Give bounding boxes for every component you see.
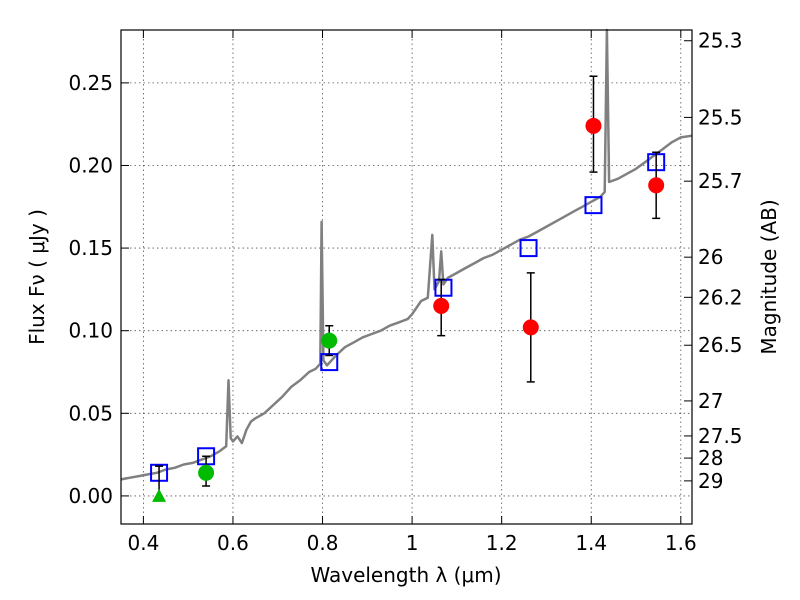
x-tick-label: 0.6 bbox=[217, 531, 249, 555]
y-tick-label: 0.25 bbox=[68, 71, 113, 95]
red-data-point bbox=[585, 117, 602, 134]
model-square-marker bbox=[519, 239, 538, 258]
magnitude-tick-label: 25.3 bbox=[698, 29, 743, 53]
x-tick-label: 0.4 bbox=[127, 531, 159, 555]
x-tick-label: 1.6 bbox=[665, 531, 697, 555]
magnitude-tick-label: 26.2 bbox=[698, 285, 743, 309]
green-data-point bbox=[198, 464, 215, 481]
green-data-point bbox=[321, 332, 338, 349]
magnitude-tick-label: 25.7 bbox=[698, 169, 743, 193]
magnitude-tick-label: 25.5 bbox=[698, 105, 743, 129]
y-tick-label: 0.10 bbox=[68, 319, 113, 343]
magnitude-tick-label: 28 bbox=[698, 446, 723, 470]
y-axis-label: Flux Fν ( μJy ) bbox=[25, 209, 49, 345]
grid bbox=[121, 30, 692, 524]
y2-axis-label: Magnitude (AB) bbox=[757, 199, 781, 354]
x-tick-label: 0.8 bbox=[307, 531, 339, 555]
plot-frame bbox=[120, 29, 693, 525]
red-data-point bbox=[433, 297, 450, 314]
x-tick-label: 1.2 bbox=[486, 531, 518, 555]
magnitude-tick-label: 27.5 bbox=[698, 424, 743, 448]
magnitude-tick-label: 27 bbox=[698, 389, 723, 413]
y-tick-label: 0.00 bbox=[68, 484, 113, 508]
x-tick-label: 1 bbox=[406, 531, 419, 555]
y-tick-label: 0.05 bbox=[68, 401, 113, 425]
series-layer bbox=[120, 28, 693, 502]
model-spectrum-line bbox=[120, 28, 693, 481]
model-square-marker bbox=[584, 196, 603, 215]
ticks: 0.4 0.6 0.8 1 1.2 1.4 1.6 0.00 0.05 0.10 0.15 0.20 0… bbox=[68, 29, 742, 555]
magnitude-tick-label: 26.5 bbox=[698, 333, 743, 357]
x-axis-label: Wavelength λ (μm) bbox=[310, 563, 501, 587]
upper-limit-marker bbox=[152, 488, 167, 502]
y-tick-label: 0.20 bbox=[68, 153, 113, 177]
red-data-point bbox=[648, 177, 665, 194]
magnitude-tick-label: 26 bbox=[698, 245, 723, 269]
red-data-point bbox=[522, 319, 539, 336]
x-tick-label: 1.4 bbox=[575, 531, 607, 555]
y-tick-label: 0.15 bbox=[68, 236, 113, 260]
magnitude-tick-label: 29 bbox=[698, 469, 723, 493]
